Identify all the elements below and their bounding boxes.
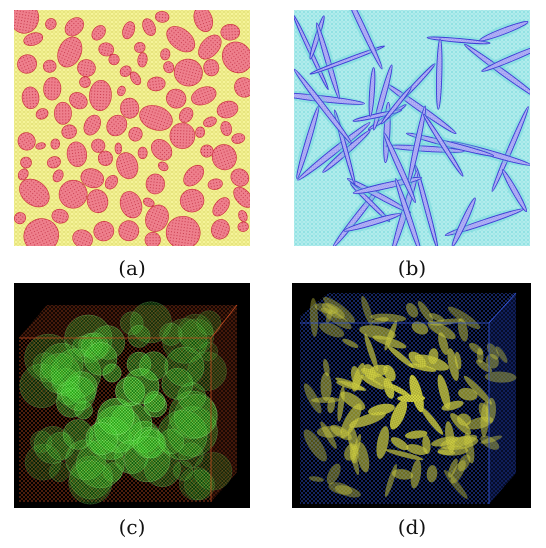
panel-d-image: [292, 283, 531, 508]
panel-c-image: [14, 283, 250, 508]
panel-a-image: [14, 10, 250, 246]
caption-a: (a): [118, 256, 146, 280]
3d-spherical-inclusions-mesh-icon: [14, 283, 250, 508]
panel-b-image: [294, 10, 530, 246]
caption-d: (d): [397, 515, 427, 539]
2d-fiber-inclusions-mesh-icon: [294, 10, 530, 246]
caption-b: (b): [397, 256, 427, 280]
caption-c: (c): [118, 515, 146, 539]
2d-elliptical-inclusions-mesh-icon: [14, 10, 250, 246]
3d-ellipsoidal-inclusions-mesh-icon: [292, 283, 531, 508]
